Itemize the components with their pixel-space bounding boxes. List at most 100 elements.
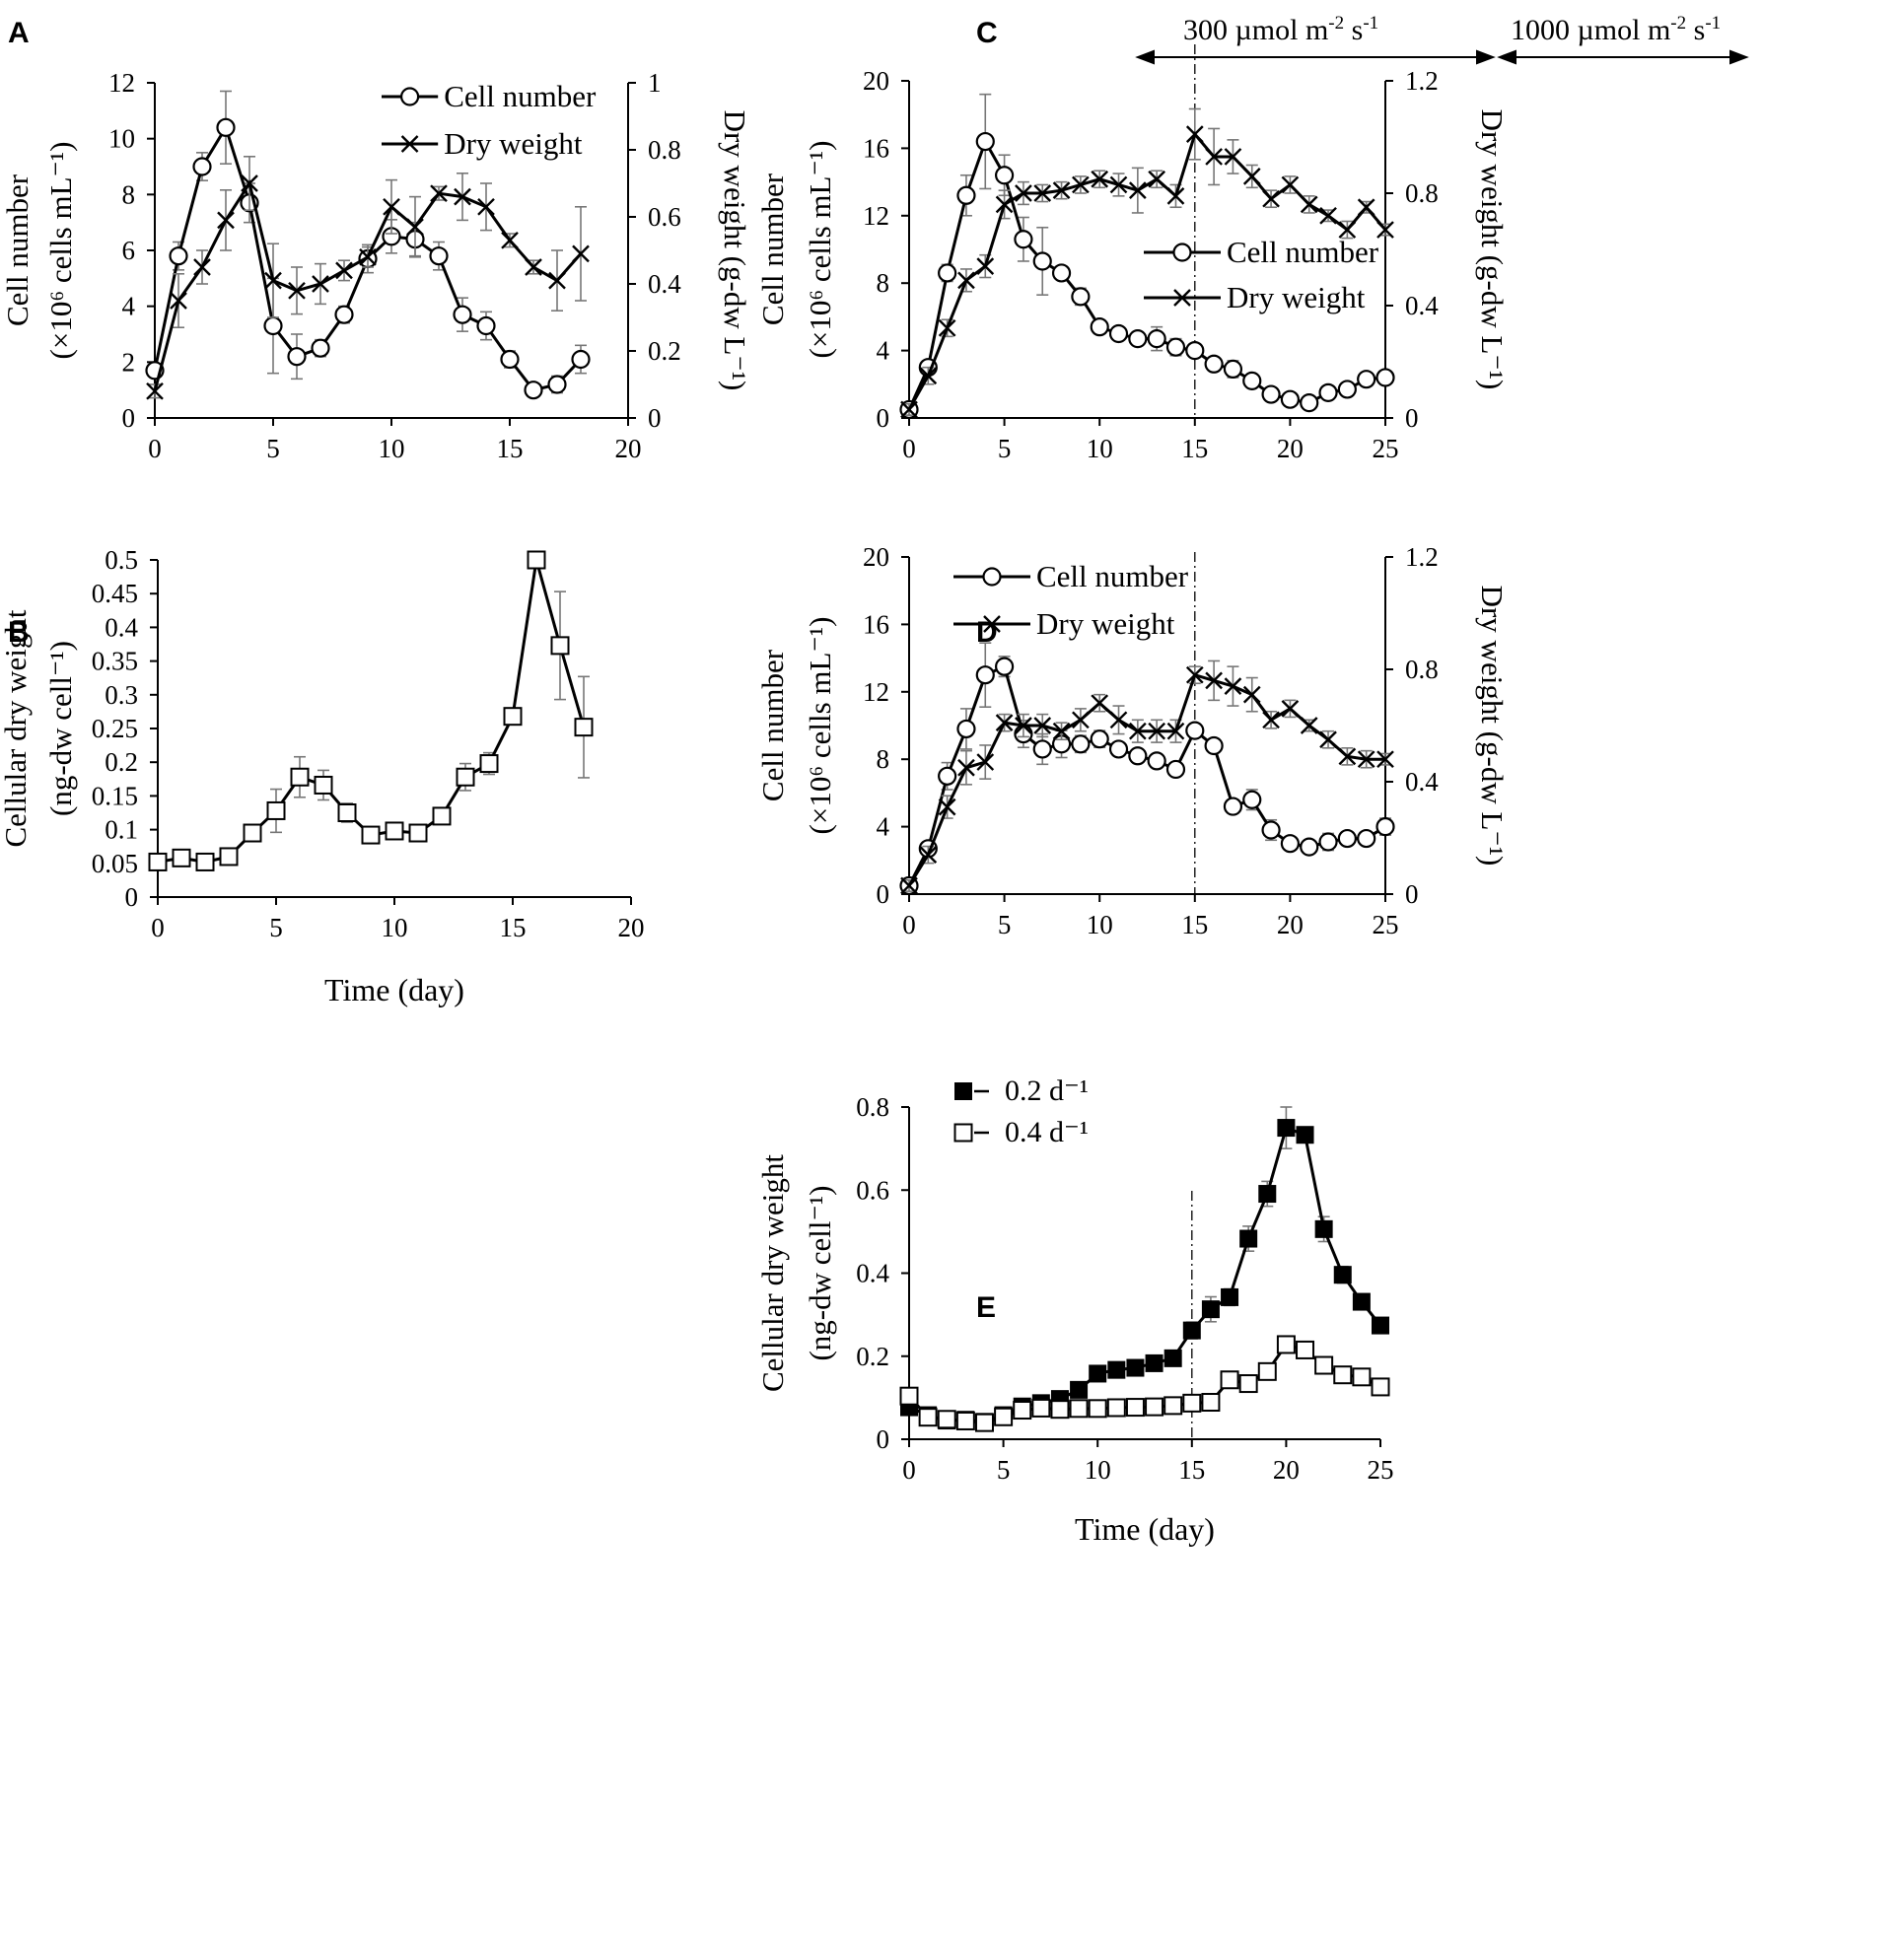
y-tick-label: 0.45 <box>92 579 138 608</box>
y2-axis-title: Dry weight (g-dw L⁻¹) <box>1475 109 1510 390</box>
y2-tick-label: 0.2 <box>648 336 681 366</box>
data-point <box>477 197 495 216</box>
x-tick-label: 20 <box>618 913 645 942</box>
data-point <box>572 244 590 263</box>
data-point <box>1242 790 1262 809</box>
data-point <box>195 852 215 871</box>
legend-label: Cell number <box>1227 235 1379 269</box>
y-axis-title: Cell number <box>755 173 790 325</box>
legend-label: 0.4 d⁻¹ <box>1005 1116 1089 1148</box>
series-e-1 <box>899 1335 1390 1432</box>
data-point <box>1318 382 1338 402</box>
data-point <box>432 806 452 826</box>
data-point <box>571 349 591 370</box>
data-point <box>919 367 938 385</box>
y2-tick-label: 0.4 <box>1405 291 1439 320</box>
data-point <box>1223 359 1243 380</box>
y2-axis-title: Dry weight (g-dw L⁻¹) <box>718 110 752 391</box>
data-point <box>899 1386 919 1406</box>
data-point <box>1089 1364 1107 1383</box>
legend-label: 0.2 d⁻¹ <box>1005 1075 1089 1107</box>
data-point <box>243 823 262 843</box>
data-point <box>454 187 471 206</box>
data-point <box>995 714 1014 731</box>
data-point <box>385 821 404 841</box>
data-point <box>1108 323 1129 344</box>
y-tick-label: 0.2 <box>105 747 138 777</box>
legend-marker <box>954 1082 972 1100</box>
data-point <box>1147 329 1166 349</box>
data-point <box>1166 722 1185 740</box>
data-point <box>1261 820 1281 840</box>
data-point <box>938 318 956 337</box>
data-point <box>1224 677 1242 695</box>
data-point <box>1205 671 1223 690</box>
data-point <box>995 195 1014 214</box>
data-point <box>1014 230 1033 249</box>
data-point <box>264 271 282 290</box>
low-light-label: 300 µmol m-2 s-1 <box>1183 13 1378 46</box>
data-point <box>241 174 258 192</box>
data-point <box>976 257 995 275</box>
data-point <box>1239 1229 1258 1248</box>
data-point <box>1375 816 1395 837</box>
data-point <box>1069 1399 1089 1419</box>
data-point <box>1296 1340 1315 1359</box>
data-point <box>311 338 330 358</box>
x-tick-label: 10 <box>1085 1455 1111 1485</box>
data-point <box>1050 1400 1070 1420</box>
y-axis-units: (×10⁶ cells mL⁻¹) <box>43 142 78 360</box>
data-point <box>919 846 938 864</box>
y-tick-label: 0 <box>877 403 890 433</box>
data-point <box>975 131 995 152</box>
data-point <box>1165 759 1186 780</box>
data-point <box>503 707 523 727</box>
x-tick-label: 0 <box>148 434 162 463</box>
data-point <box>148 852 168 871</box>
data-point <box>1376 750 1394 769</box>
y-tick-label: 0.4 <box>105 612 138 642</box>
data-point <box>1185 125 1204 143</box>
data-point <box>524 381 543 400</box>
data-point <box>1261 384 1281 404</box>
data-point <box>1185 721 1205 740</box>
data-point <box>994 1407 1014 1426</box>
data-point <box>192 157 212 176</box>
data-point <box>1106 1398 1126 1418</box>
data-point <box>1072 711 1090 729</box>
data-point <box>956 185 976 205</box>
data-point <box>1147 751 1166 771</box>
data-point <box>1318 832 1338 852</box>
data-point <box>1109 711 1128 729</box>
y-tick-label: 0.5 <box>105 545 138 575</box>
data-point <box>288 281 306 300</box>
data-point <box>1052 722 1071 740</box>
y2-tick-label: 0.8 <box>1405 178 1439 208</box>
data-point <box>1357 370 1376 389</box>
y2-tick-label: 0 <box>648 403 662 433</box>
x-axis-title: Time (day) <box>324 972 464 1007</box>
legend-label: Dry weight <box>444 126 583 161</box>
y-axis-title: Cellular dry weight <box>755 1154 790 1392</box>
data-point <box>266 800 286 820</box>
data-point <box>1319 206 1337 225</box>
legend-marker <box>983 615 1001 633</box>
data-point <box>1357 750 1375 769</box>
data-point <box>1051 263 1072 283</box>
axes-d <box>908 557 1386 895</box>
y-tick-label: 2 <box>122 347 136 377</box>
data-point <box>956 719 976 739</box>
data-point <box>1185 665 1204 684</box>
data-point <box>1352 1367 1372 1387</box>
low-light-arrow-head-left <box>1135 49 1155 65</box>
data-point <box>217 211 235 230</box>
axes-c <box>908 81 1386 419</box>
x-tick-label: 25 <box>1373 434 1399 463</box>
series-line <box>907 137 1386 411</box>
chart-e: 0 5 10 15 20 25 0 0.2 0.4 0.6 0.8 Cellular dry weig… <box>755 1075 1394 1547</box>
data-point <box>1088 1399 1107 1419</box>
y-tick-label: 12 <box>108 68 135 98</box>
series-e-0 <box>900 1106 1389 1431</box>
chart-b: 0 5 10 15 20 0 0.05 0.1 0.15 0.2 0.25 0.3 0.35 0.4 0.4… <box>0 545 645 1007</box>
